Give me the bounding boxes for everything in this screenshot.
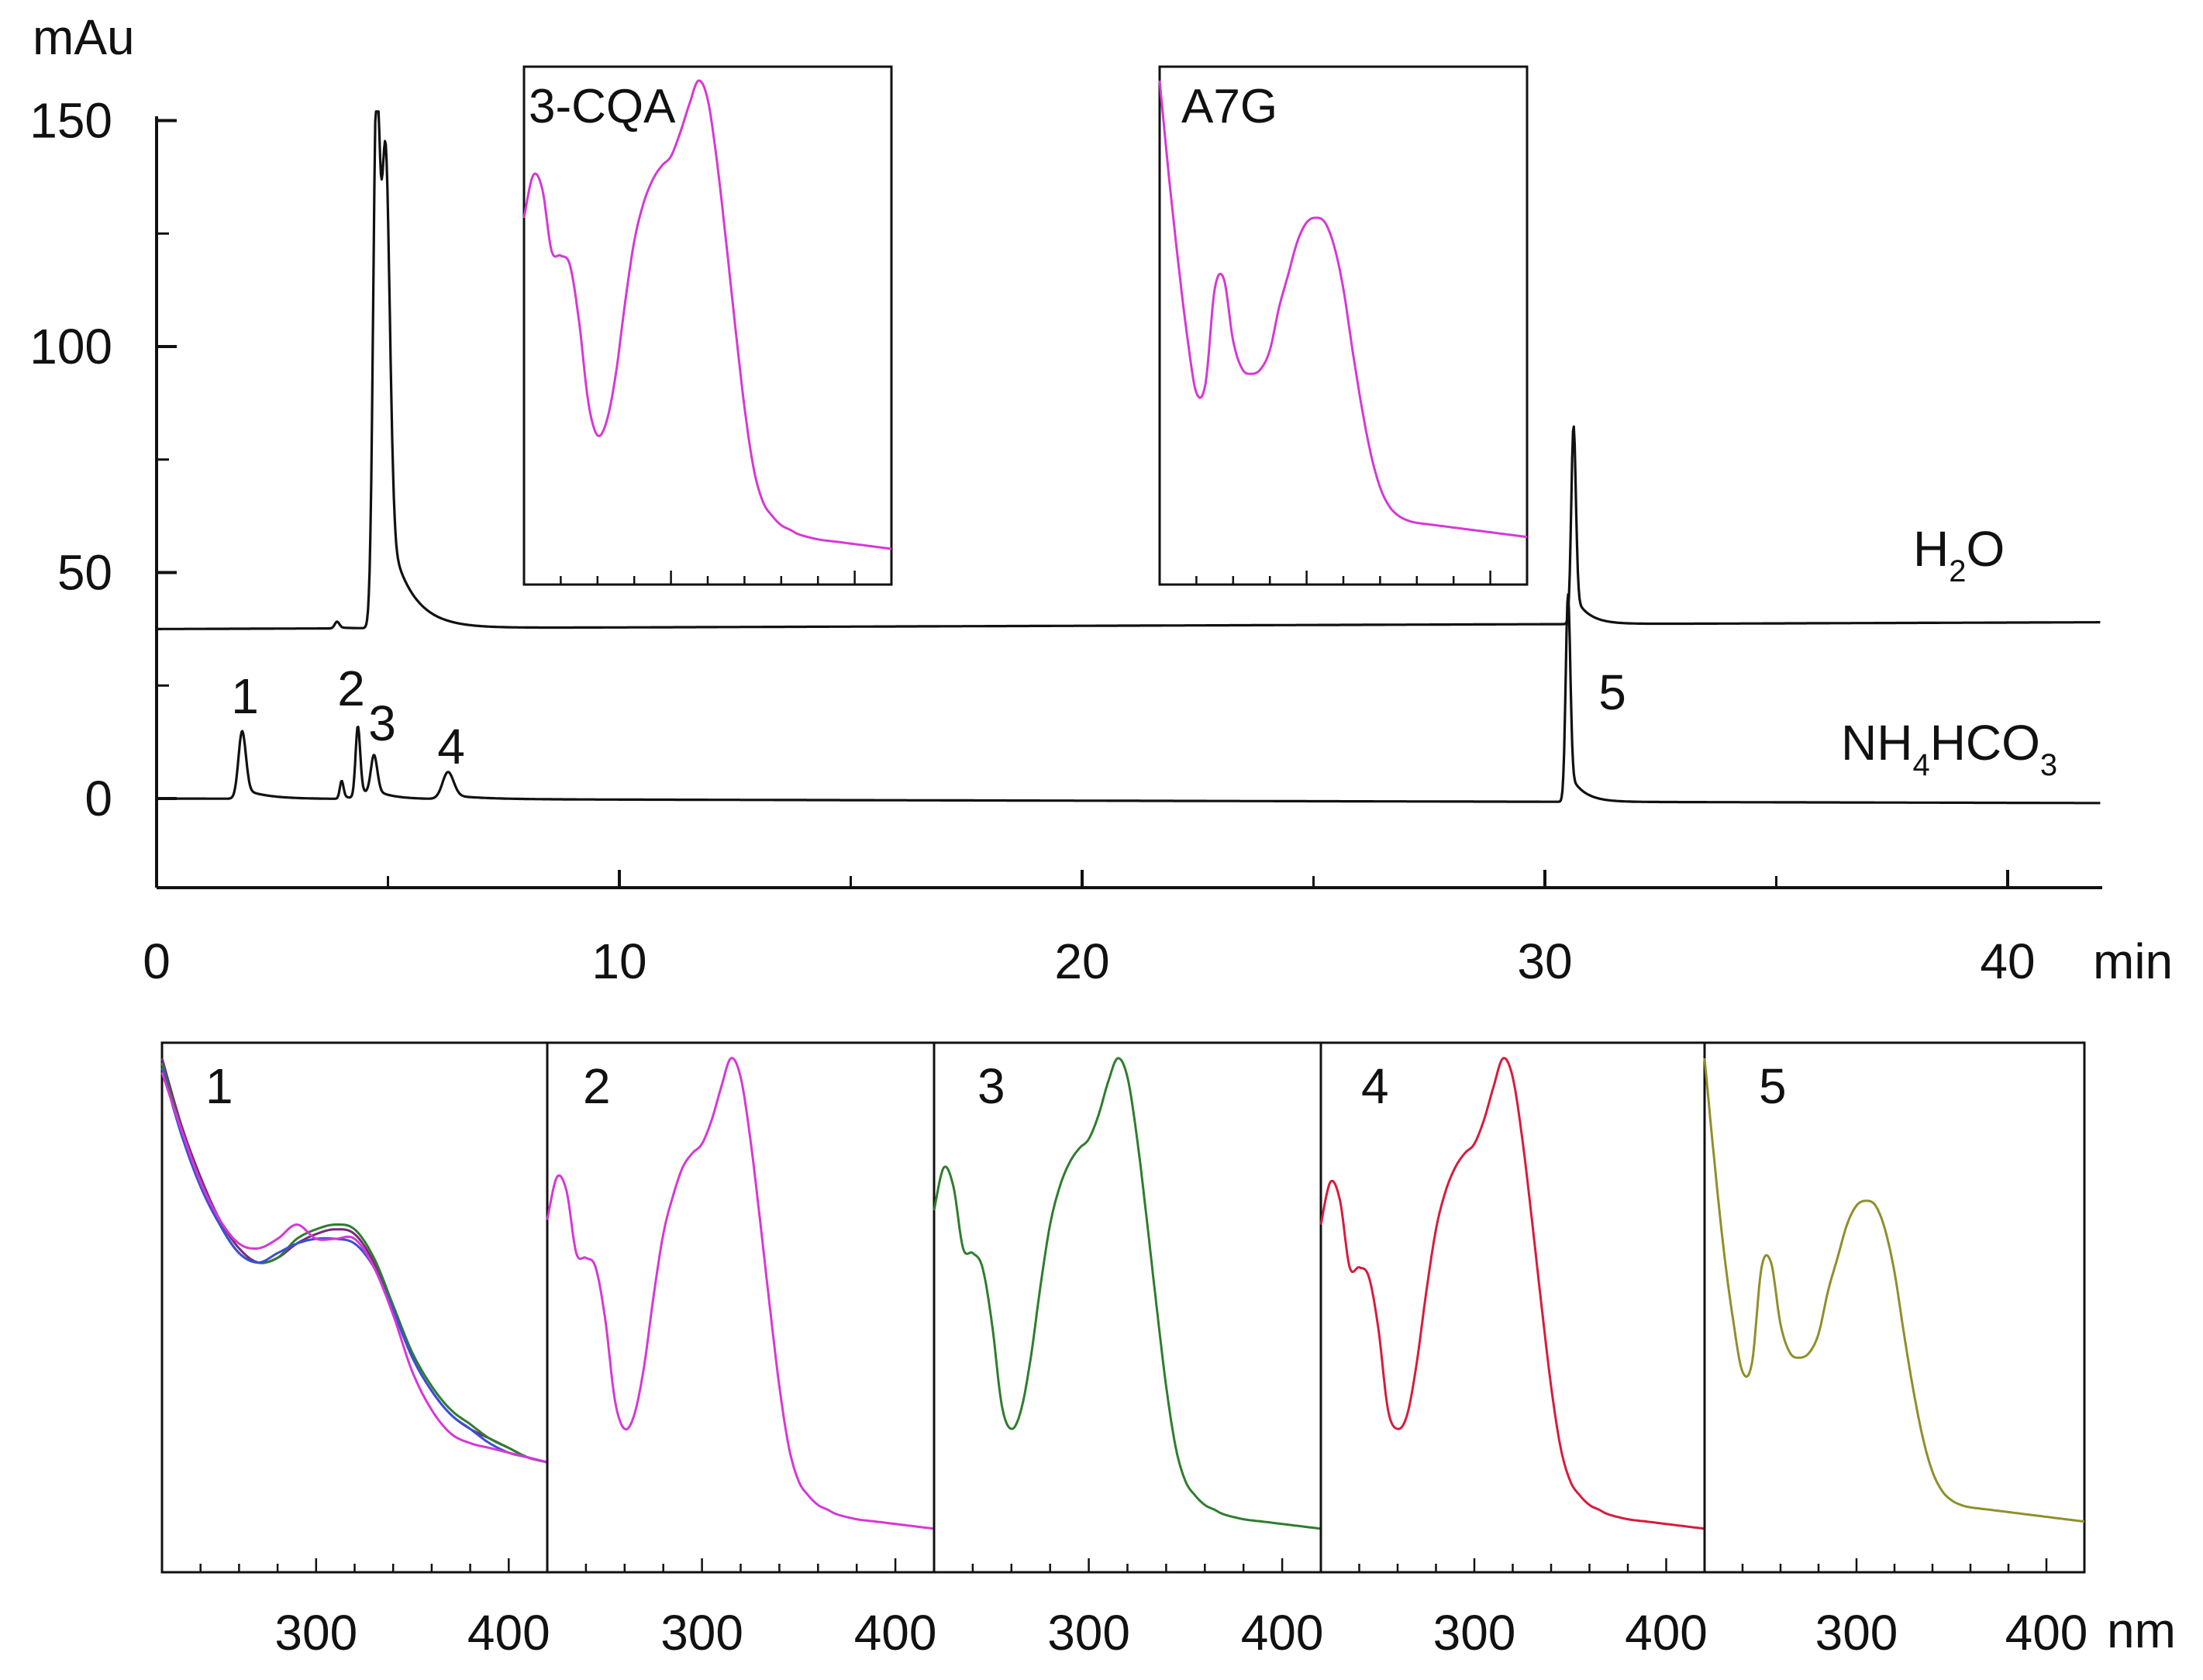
- x-tick-label: 0: [143, 933, 171, 989]
- panel-5-label: 5: [1759, 1058, 1787, 1114]
- x-tick-label: 300: [660, 1605, 743, 1661]
- y-tick-label: 0: [84, 771, 112, 826]
- x-tick-label: 300: [1047, 1605, 1130, 1661]
- x-tick-label: 400: [467, 1605, 550, 1661]
- peak-label-1: 1: [231, 668, 259, 724]
- spectrum-line: [522, 79, 892, 550]
- inset-3cqa: 3-CQA: [522, 65, 893, 586]
- peak-label-4: 4: [437, 719, 465, 774]
- x-tick-label: 40: [1980, 933, 2035, 989]
- inset-a7g-label: A7G: [1181, 80, 1277, 133]
- trace-label-sub: 2: [1949, 554, 1966, 588]
- panel-4-frame: [1319, 1041, 1706, 1574]
- x-tick-label: 300: [1815, 1605, 1898, 1661]
- inset-a7g: A7G: [1158, 65, 1529, 586]
- panel-1-frame: [160, 1041, 549, 1574]
- panel-5: 5 300 400: [1703, 1041, 2088, 1661]
- panel-2-frame: [546, 1041, 936, 1574]
- x-axis-label-nm: nm: [2107, 1602, 2176, 1658]
- x-tick-label: 400: [1625, 1605, 1708, 1661]
- spectrum-line: [160, 1071, 548, 1464]
- panel-3-label: 3: [977, 1058, 1005, 1114]
- y-tick-label: 150: [29, 93, 112, 149]
- x-tick-label: 20: [1054, 933, 1109, 989]
- x-tick-label: 300: [1433, 1605, 1516, 1661]
- panel-4: 4 300 400: [1319, 1041, 1708, 1661]
- x-tick-label: 400: [854, 1605, 937, 1661]
- spectrum-line: [1703, 1057, 2085, 1523]
- x-tick-label: 400: [1241, 1605, 1324, 1661]
- y-tick-label: 100: [29, 319, 112, 374]
- spectrum-line: [546, 1057, 935, 1530]
- panel-1-label: 1: [205, 1058, 233, 1114]
- inset-a7g-frame: [1158, 65, 1529, 586]
- y-tick-label: 50: [57, 545, 112, 601]
- trace-h2o: [156, 110, 2101, 630]
- y-axis-label: mAu: [33, 9, 135, 65]
- trace-label-part: HCO: [1930, 715, 2040, 771]
- trace-label-part: NH: [1841, 715, 1912, 771]
- peak-label-2: 2: [337, 661, 365, 716]
- panel-3: 3 300 400: [933, 1041, 1324, 1661]
- spectrum-line: [1158, 80, 1528, 539]
- x-tick-label: 400: [2005, 1605, 2088, 1661]
- panel-3-frame: [933, 1041, 1322, 1574]
- panel-5-frame: [1703, 1041, 2086, 1574]
- trace-label-nh4hco3: NH4HCO3: [1841, 715, 2057, 782]
- x-tick-label: 30: [1517, 933, 1572, 989]
- panel-4-label: 4: [1361, 1058, 1389, 1114]
- spectrum-line: [160, 1057, 548, 1464]
- trace-label-sub: 4: [1912, 748, 1929, 782]
- trace-label-part: O: [1966, 521, 2005, 577]
- x-axis-label: min: [2093, 933, 2173, 989]
- spectrum-line: [1319, 1057, 1705, 1530]
- x-tick-label: 10: [591, 933, 646, 989]
- panel-2: 2 300 400: [546, 1041, 937, 1661]
- trace-nh4hco3: [156, 593, 2101, 805]
- panel-2-label: 2: [583, 1058, 611, 1114]
- trace-label-part: H: [1913, 521, 1949, 577]
- trace-label-h2o: H2O: [1913, 521, 2005, 588]
- x-tick-label: 300: [274, 1605, 357, 1661]
- inset-3cqa-label: 3-CQA: [529, 80, 676, 133]
- spectrum-line: [160, 1062, 548, 1464]
- trace-label-sub: 3: [2040, 748, 2057, 782]
- panel-1: 1 300 400: [160, 1041, 550, 1661]
- spectrum-line: [933, 1057, 1322, 1530]
- peak-label-3: 3: [368, 695, 396, 751]
- spectrum-line: [160, 1067, 548, 1464]
- peak-label-5: 5: [1598, 664, 1626, 720]
